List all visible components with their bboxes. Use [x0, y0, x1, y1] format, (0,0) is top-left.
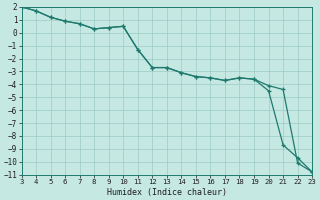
X-axis label: Humidex (Indice chaleur): Humidex (Indice chaleur) — [107, 188, 227, 197]
